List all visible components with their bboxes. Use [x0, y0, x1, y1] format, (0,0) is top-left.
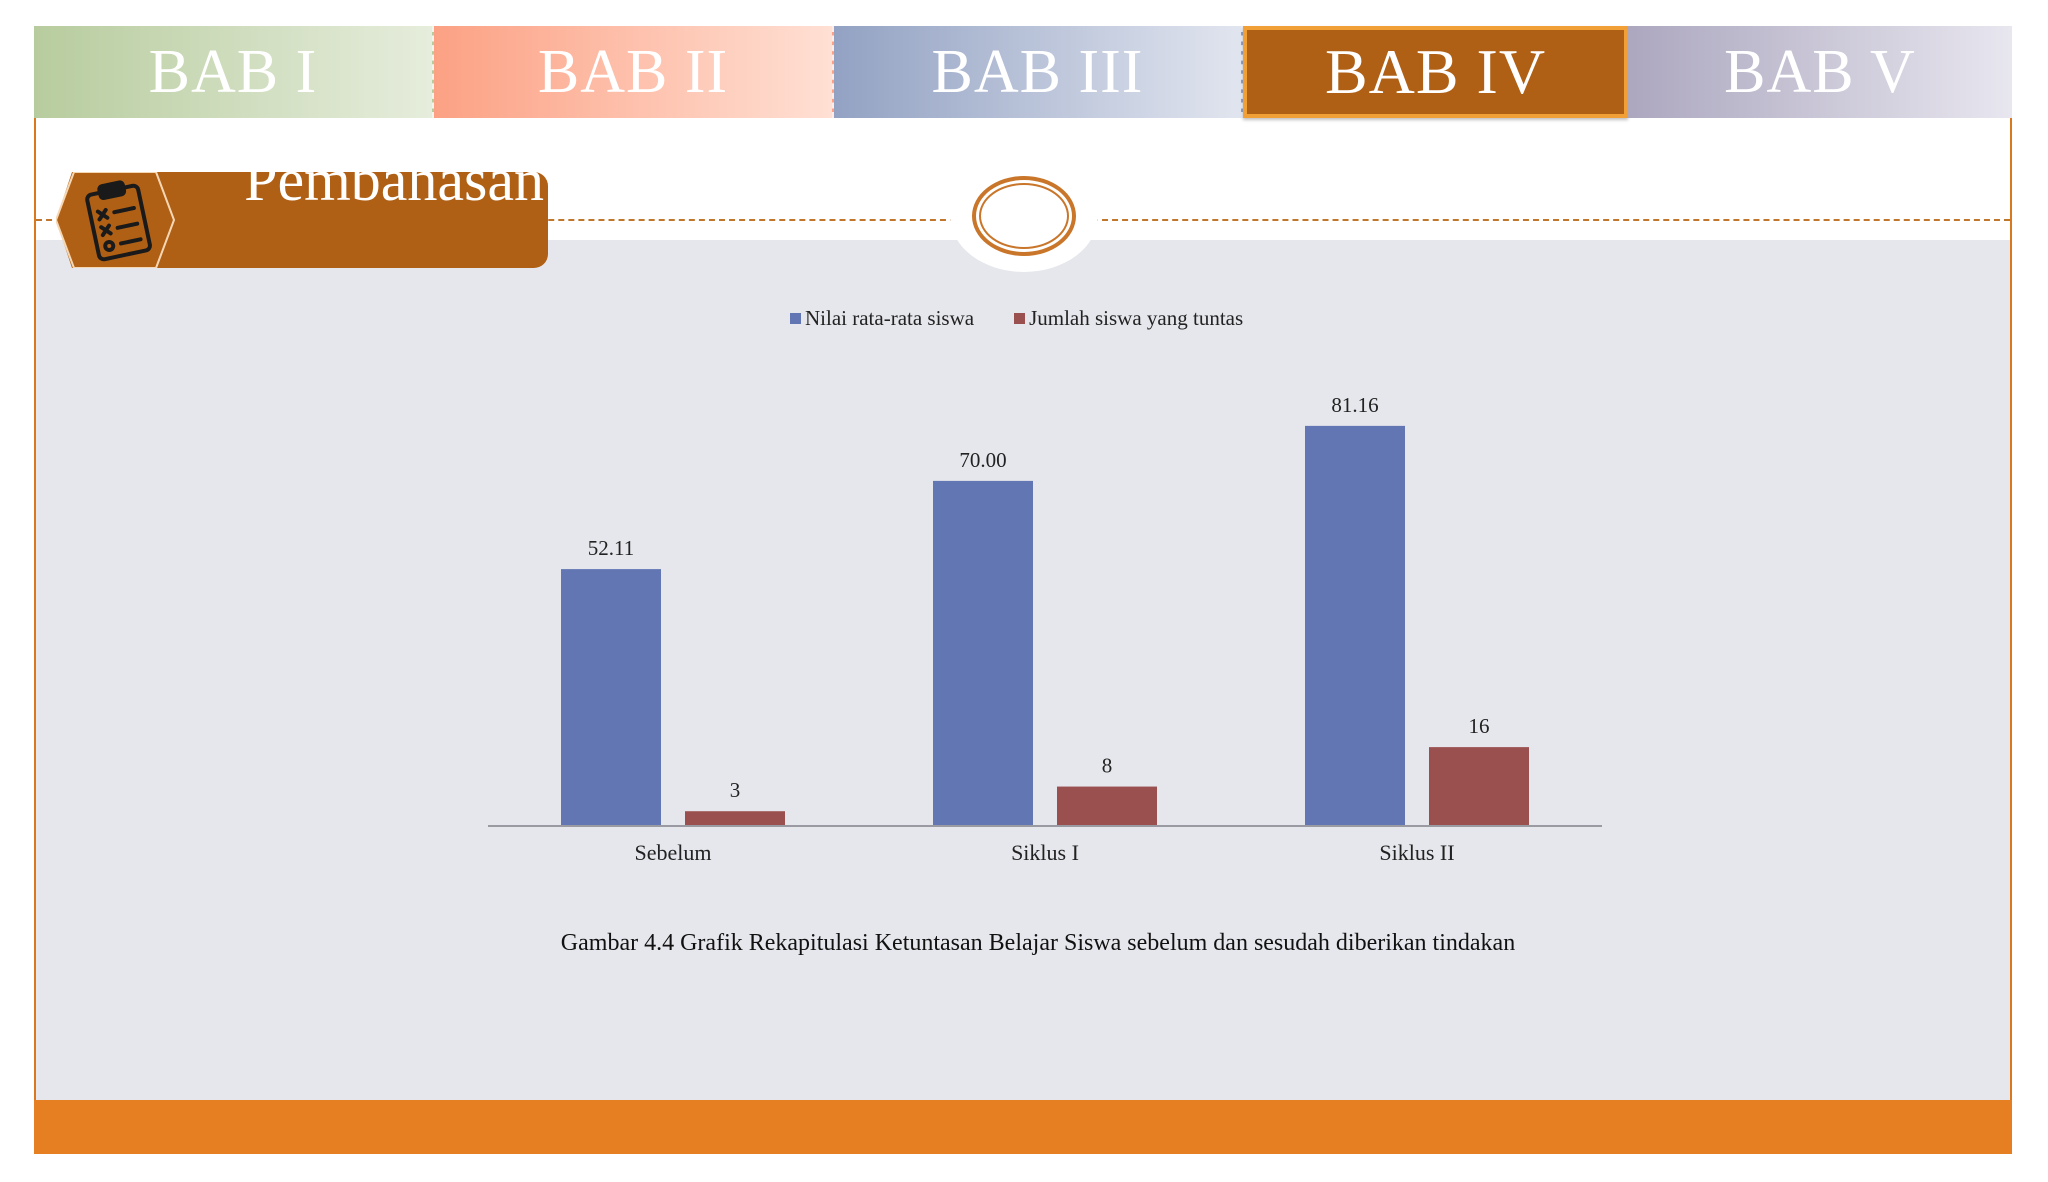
- legend-label-series-1: Nilai rata-rata siswa: [805, 306, 975, 330]
- legend-item-series-1: Nilai rata-rata siswa: [790, 306, 974, 331]
- bar-series-1-sebelum: [561, 569, 661, 826]
- x-tick-label: Sebelum: [635, 840, 712, 865]
- data-label-series-1-sebelum: 52.11: [588, 536, 634, 560]
- legend-item-series-2: Jumlah siswa yang tuntas: [1014, 306, 1243, 331]
- bar-series-1-siklus-ii: [1305, 425, 1405, 826]
- header-divider-right: [1092, 219, 2010, 221]
- oval-ornament-inner: [979, 183, 1069, 249]
- tab-bab-3[interactable]: BAB III: [834, 26, 1243, 118]
- x-tick-label: Siklus II: [1379, 840, 1454, 865]
- tab-bab-5[interactable]: BAB V: [1628, 26, 2012, 118]
- x-tick-label: Siklus I: [1011, 840, 1079, 865]
- bar-series-2-siklus-i: [1057, 786, 1157, 826]
- frame-left-border: [34, 118, 36, 1154]
- bar-series-2-sebelum: [685, 811, 785, 826]
- data-label-series-2-sebelum: 3: [730, 778, 741, 802]
- legend-label-series-2: Jumlah siswa yang tuntas: [1029, 306, 1244, 330]
- chart-legend: Nilai rata-rata siswa Jumlah siswa yang …: [790, 306, 1243, 331]
- tab-bab-1[interactable]: BAB I: [34, 26, 434, 118]
- tab-bab-4-active[interactable]: BAB IV: [1243, 26, 1628, 118]
- data-label-series-1-siklus-i: 70.00: [959, 448, 1006, 472]
- data-label-series-1-siklus-ii: 81.16: [1331, 393, 1378, 417]
- tab-bab-2[interactable]: BAB II: [434, 26, 834, 118]
- data-label-series-2-siklus-i: 8: [1102, 754, 1113, 778]
- frame-right-border: [2010, 118, 2012, 1154]
- chapter-tabs: BAB I BAB II BAB III BAB IV BAB V: [34, 26, 2012, 118]
- bar-series-1-siklus-i: [933, 480, 1033, 826]
- clipboard-checklist-icon: [56, 172, 176, 268]
- legend-swatch-series-2: [1014, 313, 1026, 324]
- legend-swatch-series-1: [790, 313, 801, 324]
- footer-bar: [34, 1100, 2012, 1154]
- data-label-series-2-siklus-ii: 16: [1469, 714, 1490, 738]
- oval-ornament: [972, 176, 1076, 256]
- bar-series-2-siklus-ii: [1429, 747, 1529, 826]
- section-title: Pembahasan: [244, 147, 544, 213]
- figure-caption: Gambar 4.4 Grafik Rekapitulasi Ketuntasa…: [560, 930, 1516, 956]
